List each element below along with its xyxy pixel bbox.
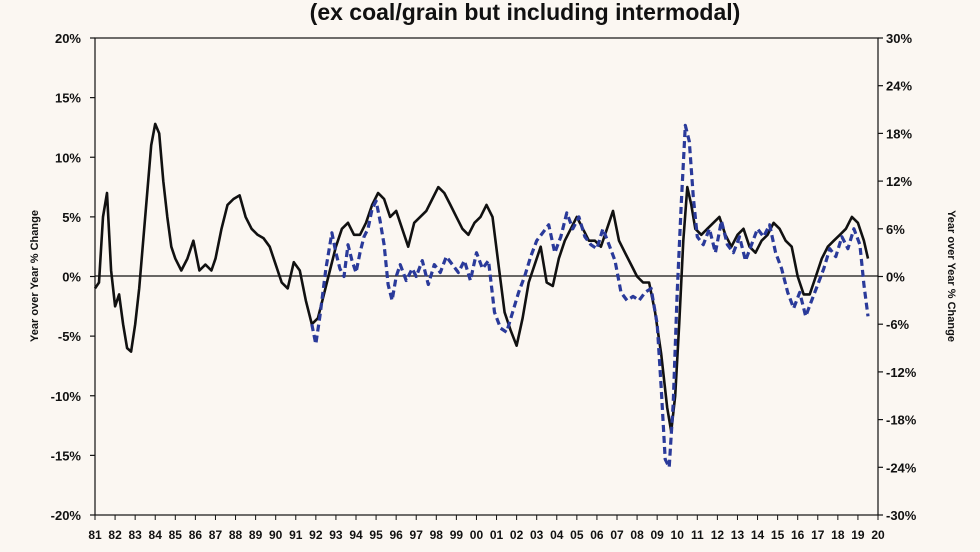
x-tick-label: 13: [731, 528, 745, 542]
right-tick-label: -12%: [886, 365, 917, 380]
x-tick-label: 84: [149, 528, 163, 542]
right-tick-label: -6%: [886, 317, 910, 332]
x-tick-label: 11: [691, 528, 704, 542]
series-dashed-line: [310, 123, 870, 469]
x-tick-label: 15: [771, 528, 785, 542]
right-axis-label: Year over Year % Change: [945, 210, 957, 342]
x-tick-label: 96: [389, 528, 403, 542]
x-tick-label: 05: [570, 528, 584, 542]
x-tick-label: 88: [229, 528, 243, 542]
x-tick-label: 08: [630, 528, 644, 542]
left-tick-label: 10%: [55, 150, 81, 165]
x-tick-label: 93: [329, 528, 343, 542]
x-tick-label: 97: [410, 528, 424, 542]
x-tick-label: 98: [430, 528, 444, 542]
x-tick-label: 87: [209, 528, 223, 542]
right-tick-label: 6%: [886, 222, 905, 237]
left-tick-label: 5%: [62, 210, 81, 225]
x-tick-label: 20: [871, 528, 885, 542]
x-tick-label: 18: [831, 528, 845, 542]
right-tick-label: 12%: [886, 174, 912, 189]
left-tick-label: 15%: [55, 91, 81, 106]
x-tick-label: 89: [249, 528, 263, 542]
x-tick-label: 82: [108, 528, 122, 542]
x-tick-label: 90: [269, 528, 283, 542]
right-tick-label: 0%: [886, 270, 905, 285]
left-tick-label: -15%: [51, 448, 82, 463]
x-tick-label: 85: [169, 528, 183, 542]
x-tick-label: 10: [671, 528, 685, 542]
right-tick-label: 18%: [886, 126, 912, 141]
x-tick-label: 19: [851, 528, 865, 542]
x-tick-label: 83: [128, 528, 142, 542]
chart-title: (ex coal/grain but including intermodal): [310, 0, 741, 25]
left-axis-ticks: 20% 15% 10% 5% 0% -5% -10% -15% -20%: [51, 31, 95, 523]
right-axis-ticks: 30% 24% 18% 12% 6% 0% -6% -12% -18% -24% -30%: [878, 31, 917, 523]
x-tick-label: 12: [711, 528, 725, 542]
x-tick-label: 01: [490, 528, 504, 542]
left-tick-label: -20%: [51, 508, 82, 523]
x-tick-label: 02: [510, 528, 524, 542]
x-tick-label: 95: [369, 528, 383, 542]
x-tick-label: 92: [309, 528, 323, 542]
x-tick-label: 91: [289, 528, 303, 542]
x-tick-label: 16: [791, 528, 805, 542]
left-tick-label: 20%: [55, 31, 81, 46]
x-axis-ticks: 81 82 83 84 85 86 87 88 89 90 91 92 93 94 95 96 97 98 99 00…: [88, 515, 885, 542]
x-tick-label: 17: [811, 528, 825, 542]
left-tick-label: -5%: [58, 329, 82, 344]
x-tick-label: 99: [450, 528, 464, 542]
x-tick-label: 07: [610, 528, 624, 542]
x-tick-label: 81: [88, 528, 102, 542]
x-tick-label: 14: [751, 528, 765, 542]
right-tick-label: -18%: [886, 413, 917, 428]
series-solid-line: [93, 122, 870, 433]
plot-frame: [94, 37, 879, 516]
x-tick-label: 00: [470, 528, 484, 542]
right-tick-label: 30%: [886, 31, 912, 46]
x-tick-label: 04: [550, 528, 564, 542]
left-tick-label: -10%: [51, 389, 82, 404]
x-tick-label: 03: [530, 528, 544, 542]
x-tick-label: 09: [650, 528, 664, 542]
x-tick-label: 94: [349, 528, 363, 542]
right-tick-label: -24%: [886, 460, 917, 475]
right-tick-label: 24%: [886, 79, 912, 94]
right-tick-label: -30%: [886, 508, 917, 523]
x-tick-label: 06: [590, 528, 604, 542]
x-tick-label: 86: [189, 528, 203, 542]
left-tick-label: 0%: [62, 270, 81, 285]
left-axis-label: Year over Year % Change: [29, 210, 41, 342]
